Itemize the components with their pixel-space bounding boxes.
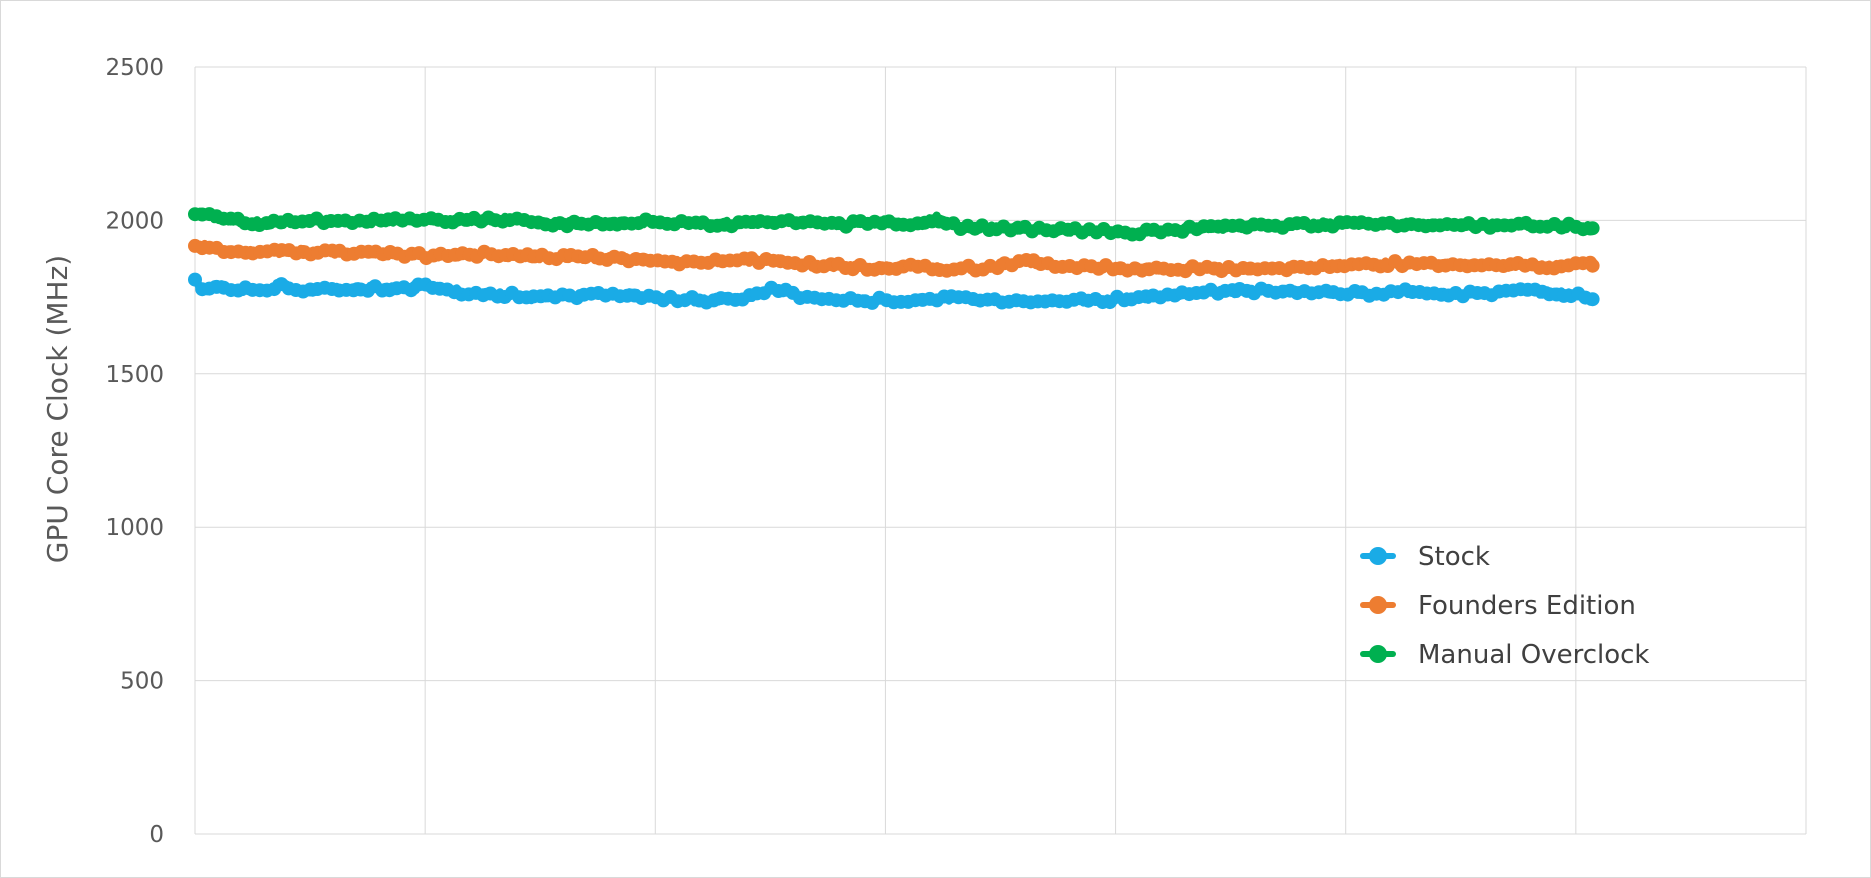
- legend-swatch-marker: [1369, 547, 1387, 565]
- series-group: [188, 207, 1600, 310]
- legend-label: Founders Edition: [1418, 591, 1636, 621]
- y-tick-label: 0: [149, 822, 164, 848]
- series-founders-edition: [188, 238, 1600, 279]
- y-tick-label: 1000: [105, 515, 164, 541]
- legend-label: Stock: [1418, 542, 1490, 572]
- legend-item: Founders Edition: [1360, 591, 1636, 621]
- y-tick-label: 2000: [105, 208, 164, 234]
- y-tick-label: 500: [120, 669, 164, 695]
- legend: Stock Founders Edition Manual Overclock: [1360, 542, 1650, 670]
- y-tick-labels: 0 500 1000 1500 2000 2500: [105, 55, 164, 848]
- y-axis-label: GPU Core Clock (MHz): [41, 255, 74, 563]
- series-stock: [188, 272, 1600, 310]
- y-tick-label: 1500: [105, 362, 164, 388]
- legend-item: Manual Overclock: [1360, 640, 1650, 670]
- legend-swatch-marker: [1369, 596, 1387, 614]
- legend-label: Manual Overclock: [1418, 640, 1650, 670]
- data-point: [1585, 221, 1600, 236]
- series-manual-overclock: [188, 207, 1600, 242]
- y-tick-label: 2500: [105, 55, 164, 81]
- data-point: [1585, 292, 1600, 307]
- data-point: [1585, 258, 1600, 273]
- legend-swatch-marker: [1369, 645, 1387, 663]
- legend-item: Stock: [1360, 542, 1490, 572]
- data-point: [188, 272, 202, 287]
- grid-lines: [194, 66, 1807, 835]
